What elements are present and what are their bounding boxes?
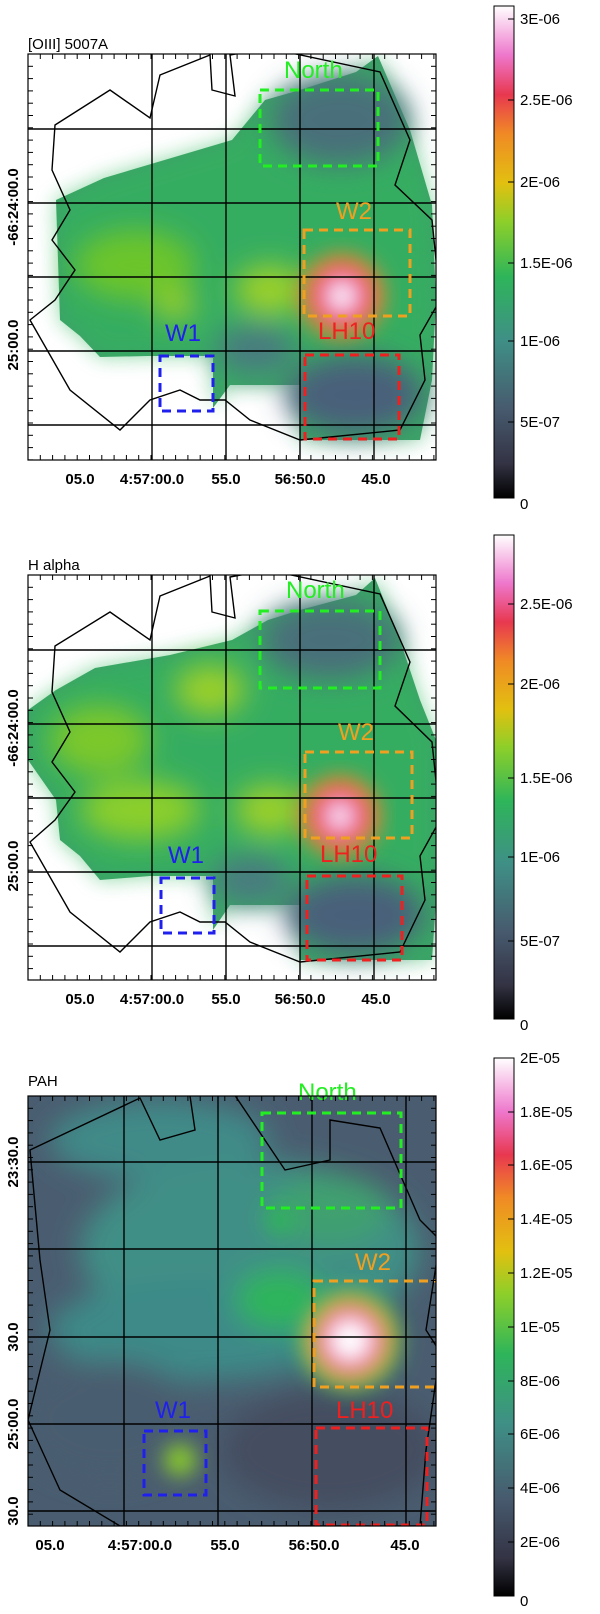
x-tick-label: 56:50.0 — [289, 1537, 340, 1554]
colorbar-tick-label: 1E-06 — [520, 849, 560, 866]
y-tick-label: -66:24:00.0 — [5, 689, 22, 767]
plot-frame — [27, 53, 437, 461]
region-label-lh10: LH10 — [320, 841, 377, 868]
region-label-north: North — [284, 57, 343, 84]
colorbar-tick-label: 1.6E-05 — [520, 1157, 573, 1174]
x-tick-label: 4:57:00.0 — [108, 1537, 172, 1554]
region-label-w1: W1 — [165, 320, 201, 347]
colorbar-tick-label: 0 — [520, 1593, 528, 1610]
region-north-box — [260, 1111, 403, 1210]
x-tick-label: 45.0 — [361, 991, 390, 1008]
colorbar-tick-label: 0 — [520, 496, 528, 513]
colorbar-tick-label: 2E-06 — [520, 1534, 560, 1551]
x-tick-label: 05.0 — [35, 1537, 64, 1554]
colorbar-tick-label: 4E-06 — [520, 1480, 560, 1497]
panel-pah: PAH — [5, 1050, 573, 1610]
region-w2-box — [312, 1279, 436, 1389]
x-tick-label: 56:50.0 — [275, 471, 326, 488]
colorbar-tick-label: 2E-06 — [520, 174, 560, 191]
colorbar-tick-label: 5E-07 — [520, 933, 560, 950]
region-label-w1: W1 — [168, 842, 204, 869]
colorbar: 2.5E-06 2E-06 1.5E-06 1E-06 5E-07 0 — [493, 534, 573, 1034]
colorbar-tick-label: 6E-06 — [520, 1426, 560, 1443]
emission-map — [28, 54, 436, 460]
colorbar-tick-label: 2E-06 — [520, 676, 560, 693]
footprint-outline — [28, 1096, 436, 1526]
colorbar-tick-label: 5E-07 — [520, 414, 560, 431]
region-label-lh10: LH10 — [318, 318, 375, 345]
region-label-w2: W2 — [355, 1249, 391, 1276]
coordinate-grid — [28, 54, 436, 460]
colorbar-tick-label: 3E-06 — [520, 11, 560, 28]
footprint-outline — [29, 575, 436, 963]
colorbar-tick-label: 1.4E-05 — [520, 1211, 573, 1228]
emission-map — [28, 575, 436, 980]
region-w2-box — [302, 228, 412, 318]
y-tick-label: 25:00.0 — [5, 320, 22, 371]
region-north-box — [258, 609, 382, 690]
x-tick-label: 45.0 — [390, 1537, 419, 1554]
plot-frame — [27, 574, 437, 981]
panel-title: H alpha — [28, 557, 80, 574]
panel-halpha: H alpha — [5, 534, 573, 1034]
colorbar-tick-label: 1.5E-06 — [520, 770, 573, 787]
region-label-w2: W2 — [338, 719, 374, 746]
colorbar-tick-label: 1E-05 — [520, 1319, 560, 1336]
colorbar-tick-label: 8E-06 — [520, 1373, 560, 1390]
panel-title: [OIII] 5007A — [28, 36, 108, 53]
region-lh10-box — [314, 1426, 429, 1526]
region-w2-box — [303, 750, 414, 840]
panel-title: PAH — [28, 1073, 58, 1090]
y-tick-label: 30.0 — [5, 1322, 22, 1351]
y-tick-label: 30.0 — [5, 1496, 22, 1525]
frame-ticks — [28, 1096, 436, 1526]
y-tick-label: 25:00.0 — [5, 841, 22, 892]
colorbar-tick-label: 2.5E-06 — [520, 92, 573, 109]
colorbar-tick-label: 1.5E-06 — [520, 255, 573, 272]
x-tick-label: 55.0 — [210, 1537, 239, 1554]
x-tick-label: 56:50.0 — [275, 991, 326, 1008]
colorbar-tick-label: 2E-05 — [520, 1050, 560, 1067]
region-lh10-box — [305, 874, 404, 962]
y-tick-label: 23:30.0 — [5, 1137, 22, 1188]
region-w1-box — [142, 1429, 208, 1497]
colorbar-tick-label: 2.5E-06 — [520, 596, 573, 613]
x-tick-label: 4:57:00.0 — [120, 991, 184, 1008]
x-tick-label: 4:57:00.0 — [120, 471, 184, 488]
region-w1-box — [159, 876, 216, 935]
colorbar-tick-label: 0 — [520, 1017, 528, 1034]
region-north-box — [258, 88, 380, 168]
region-label-w2: W2 — [336, 198, 372, 225]
region-w1-box — [158, 354, 215, 413]
x-tick-label: 05.0 — [65, 471, 94, 488]
x-tick-label: 05.0 — [65, 991, 94, 1008]
coordinate-grid — [28, 1096, 436, 1526]
region-label-w1: W1 — [155, 1397, 191, 1424]
panel-oiii: [OIII] 5007A — [5, 5, 573, 513]
emission-map — [28, 1096, 436, 1526]
region-label-north: North — [286, 577, 345, 604]
colorbar: 2E-05 1.8E-05 1.6E-05 1.4E-05 1.2E-05 1E… — [493, 1050, 573, 1610]
frame-ticks — [28, 575, 436, 980]
y-tick-label: 25:00.0 — [5, 1399, 22, 1450]
colorbar-tick-label: 1E-06 — [520, 333, 560, 350]
coordinate-grid — [28, 575, 436, 980]
x-tick-label: 55.0 — [211, 991, 240, 1008]
y-tick-label: -66:24:00.0 — [5, 168, 22, 246]
footprint-outline — [29, 54, 436, 441]
region-label-north: North — [298, 1079, 357, 1106]
plot-frame — [27, 1095, 437, 1527]
colorbar-tick-label: 1.8E-05 — [520, 1104, 573, 1121]
region-lh10-box — [303, 353, 401, 441]
region-label-lh10: LH10 — [336, 1397, 393, 1424]
colorbar: 3E-06 2.5E-06 2E-06 1.5E-06 1E-06 5E-07 … — [493, 5, 573, 513]
frame-ticks — [28, 54, 436, 461]
x-tick-label: 45.0 — [361, 471, 390, 488]
colorbar-tick-label: 1.2E-05 — [520, 1265, 573, 1282]
x-tick-label: 55.0 — [211, 471, 240, 488]
